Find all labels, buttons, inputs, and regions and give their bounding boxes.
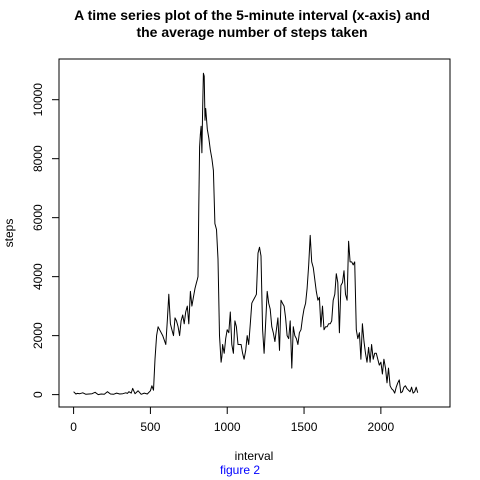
series-line-0 xyxy=(73,72,419,396)
x-tick-label: 500 xyxy=(140,420,160,434)
plot-frame xyxy=(58,58,451,408)
figure-caption: figure 2 xyxy=(219,463,261,477)
x-tick-label: 0 xyxy=(70,420,77,434)
y-axis-label: steps xyxy=(2,219,16,248)
y-tick-label: 10000 xyxy=(31,83,45,117)
series-layer xyxy=(73,72,419,396)
x-tick-label: 1500 xyxy=(291,420,318,434)
x-axis-label: interval xyxy=(235,449,274,463)
y-tick-label: 8000 xyxy=(31,145,45,172)
y-axis: 0 2000 4000 6000 8000 10000 xyxy=(31,83,60,398)
y-tick-label: 4000 xyxy=(31,263,45,290)
chart-title-line-1: A time series plot of the 5-minute inter… xyxy=(74,7,430,23)
x-tick-label: 1000 xyxy=(214,420,241,434)
y-tick-label: 2000 xyxy=(31,322,45,349)
y-tick-label: 6000 xyxy=(31,204,45,231)
y-tick-label: 0 xyxy=(31,391,45,398)
x-axis: 0 500 1000 1500 2000 xyxy=(70,406,395,434)
x-tick-label: 2000 xyxy=(368,420,395,434)
chart-title-line-2: the average number of steps taken xyxy=(136,24,367,40)
